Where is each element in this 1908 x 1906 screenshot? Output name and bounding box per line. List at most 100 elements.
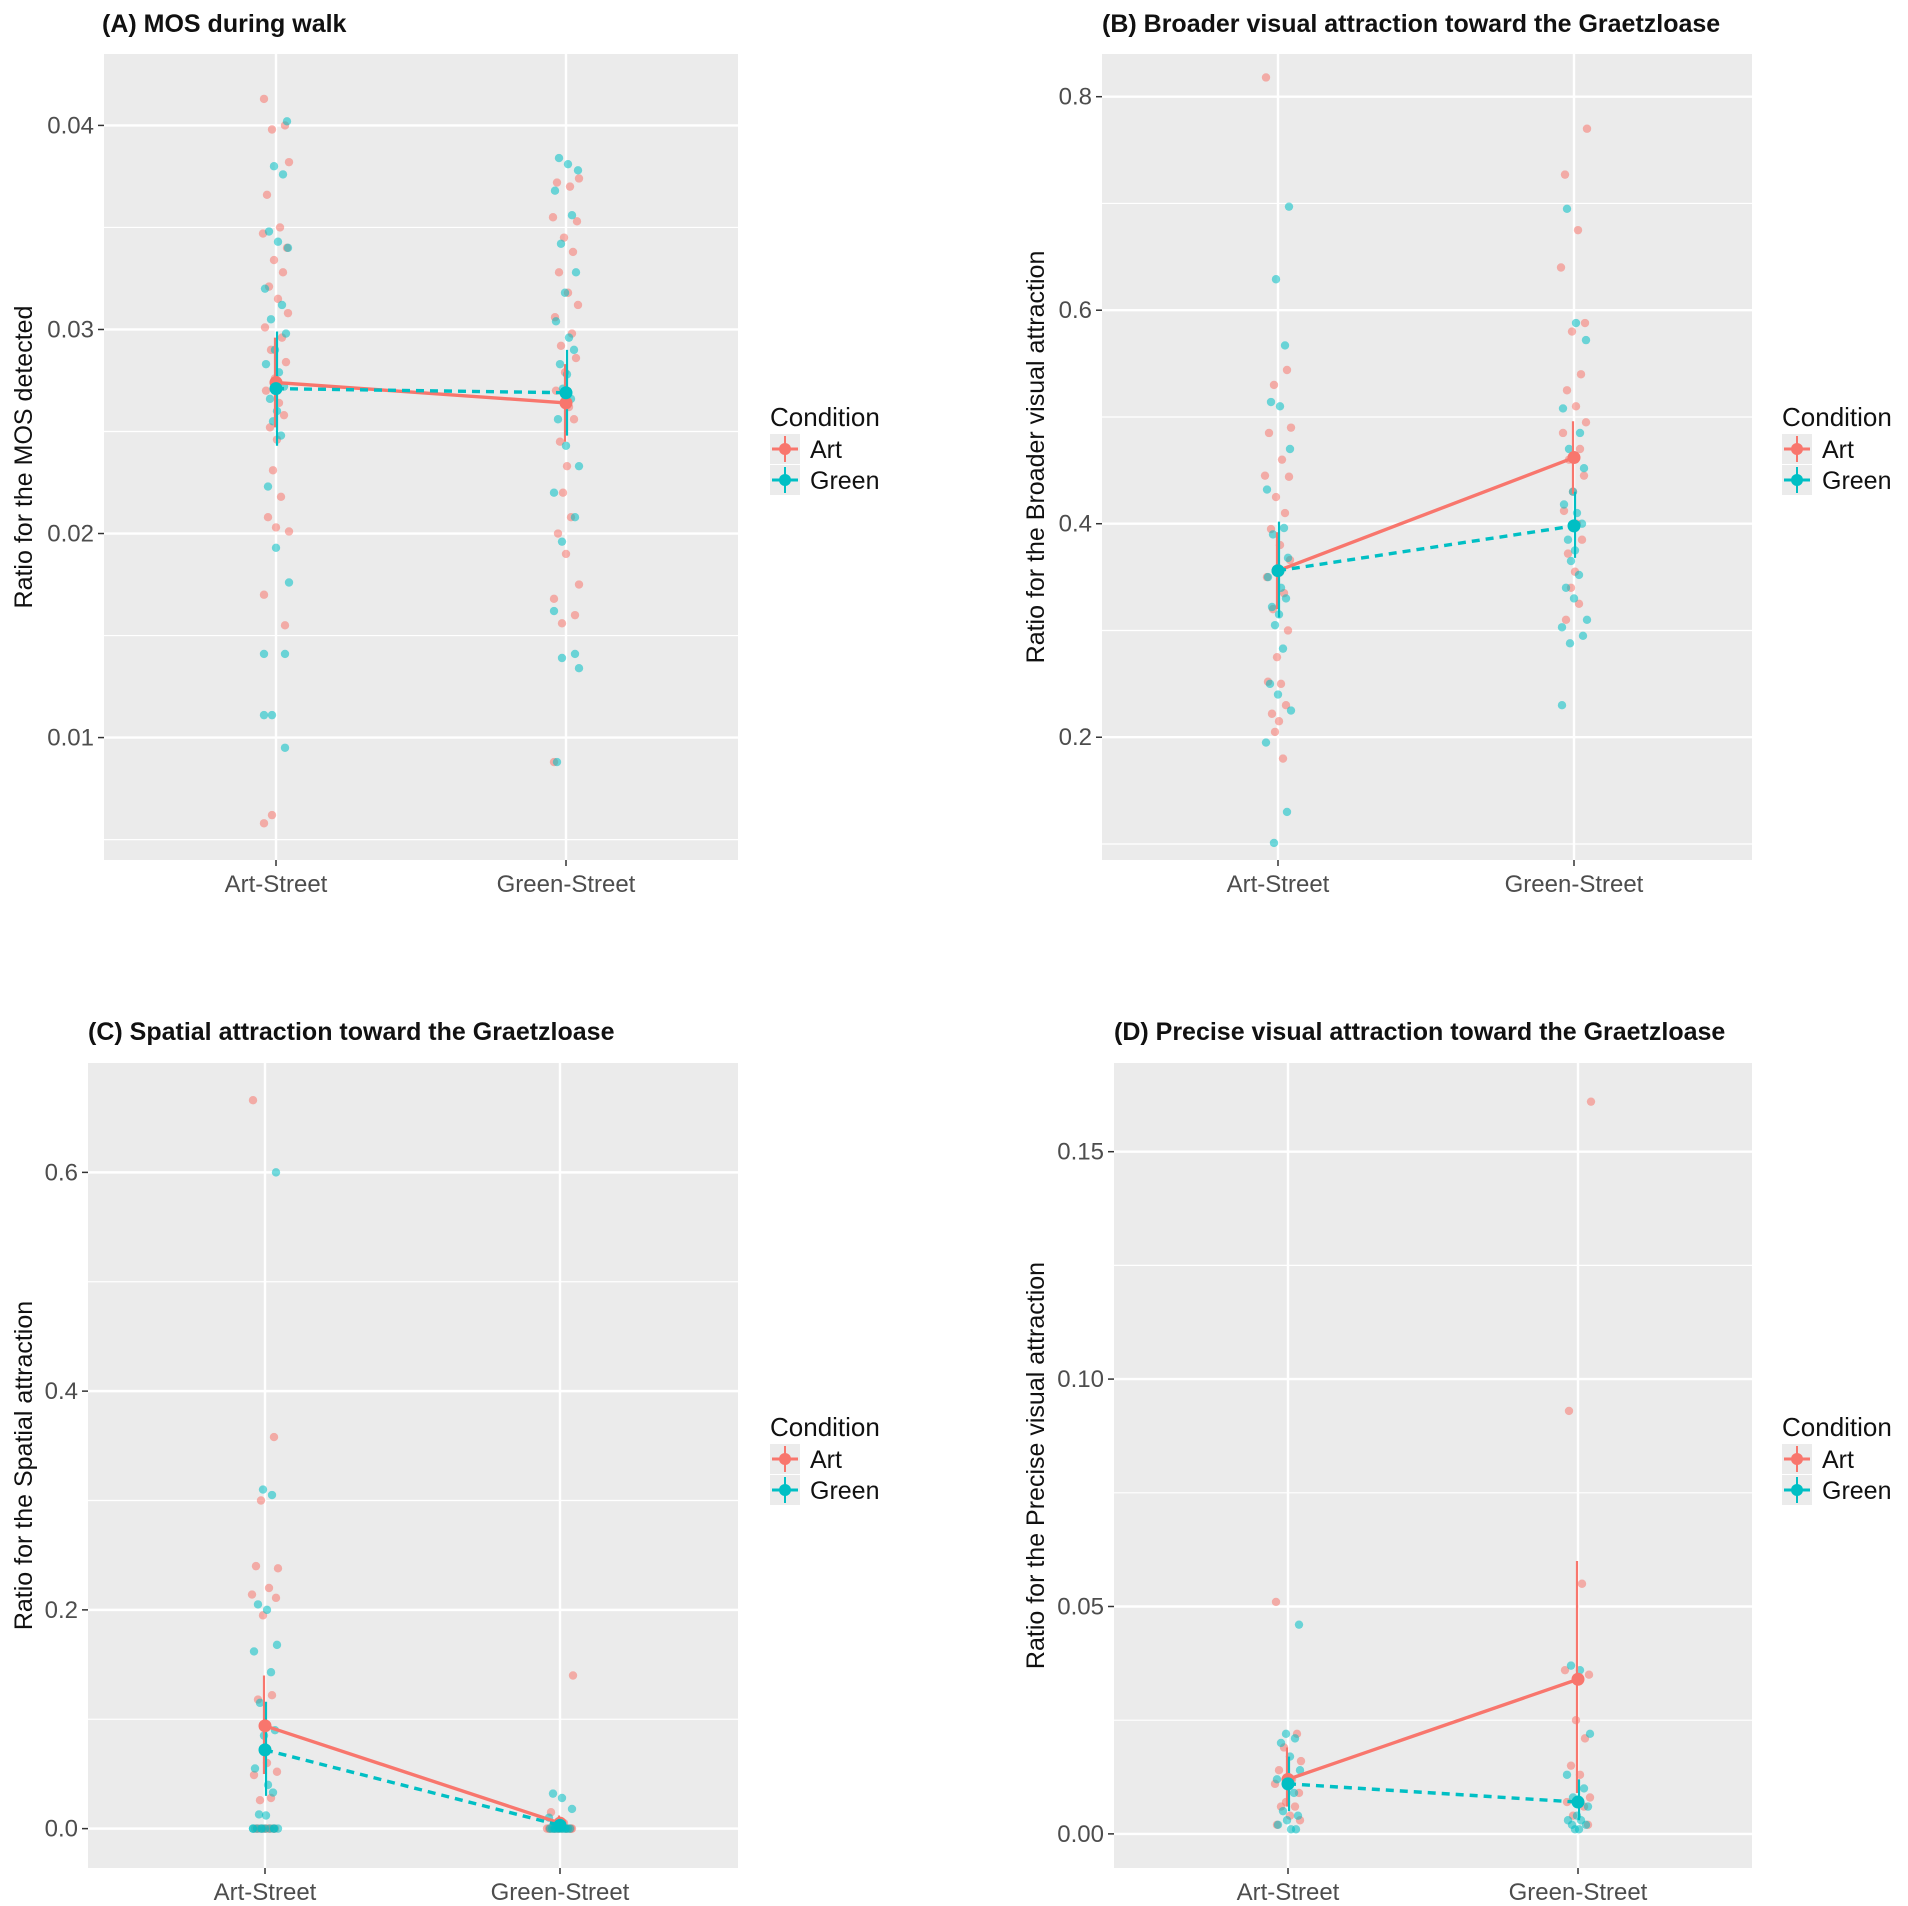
data-point-art [284, 157, 294, 167]
data-point-green [1290, 1734, 1300, 1743]
data-point-green [1282, 807, 1292, 817]
mean-point-green [1281, 1777, 1295, 1791]
mean-point-green [258, 1743, 272, 1757]
data-point-art [267, 810, 277, 820]
y-tick-label: 0.15 [1057, 1139, 1104, 1166]
data-point-art [1277, 455, 1287, 464]
data-point-art [1280, 508, 1290, 518]
y-tick-label: 0.2 [1059, 724, 1092, 751]
data-point-art [1274, 1766, 1284, 1775]
data-point-green [1563, 535, 1573, 544]
data-point-art [248, 1095, 258, 1105]
data-point-green [569, 345, 579, 355]
data-point-art [1579, 471, 1589, 480]
data-point-green [1585, 1729, 1595, 1739]
data-point-green [273, 237, 283, 246]
data-point-green [1272, 1775, 1282, 1784]
data-point-art [283, 308, 293, 318]
y-tick-label: 0.01 [47, 725, 94, 752]
x-tick-label: Green-Street [497, 871, 636, 898]
data-point-green [574, 663, 584, 673]
data-point-green [1582, 615, 1592, 625]
legend-label-green: Green [1822, 467, 1891, 495]
data-point-art [1556, 263, 1566, 272]
data-point-art [1560, 1665, 1570, 1675]
data-point-art [1269, 380, 1279, 390]
data-point-green [1574, 570, 1584, 580]
mean-point-art [1571, 1672, 1585, 1686]
data-point-green [1581, 335, 1591, 345]
legend-title: Condition [1782, 1412, 1892, 1442]
data-point-green [1269, 838, 1279, 848]
data-point-art [1580, 318, 1590, 328]
data-point-art [1574, 599, 1584, 608]
data-point-art [1278, 754, 1288, 763]
data-point-green [552, 757, 562, 767]
x-tick-label: Art-Street [214, 1879, 317, 1906]
data-point-green [1284, 202, 1294, 211]
data-point-art [569, 415, 579, 424]
y-tick-label: 0.0 [45, 1816, 78, 1843]
data-point-green [1557, 623, 1567, 632]
data-point-art [1286, 423, 1296, 432]
data-point-green [553, 415, 563, 424]
mean-line-green [264, 1748, 561, 1827]
y-tick-label: 0.6 [45, 1159, 78, 1186]
data-point-art [267, 1690, 277, 1700]
data-point-green [261, 359, 271, 369]
legend: Condition Art Green [770, 1412, 880, 1505]
data-point-green [278, 170, 288, 179]
data-point-green [266, 1668, 276, 1677]
data-point-art [1561, 615, 1571, 625]
data-point-green [1559, 500, 1569, 509]
data-point-art [264, 1583, 274, 1593]
data-point-art [269, 255, 279, 265]
mean-line-art [264, 1724, 561, 1825]
data-point-art [273, 1564, 283, 1573]
data-point-green [567, 1804, 577, 1814]
data-point-green [1273, 1820, 1283, 1829]
data-point-art [259, 94, 269, 104]
x-tick-label: Green-Street [491, 1879, 630, 1906]
data-point-green [1566, 556, 1576, 566]
data-point-art [1576, 370, 1586, 379]
legend-label-green: Green [810, 467, 879, 495]
data-point-art [256, 1496, 266, 1505]
data-point-green [551, 317, 561, 326]
data-point-green [573, 166, 583, 175]
data-point-art [1585, 1793, 1595, 1802]
chart-title: (D) Precise visual attraction toward the… [1114, 1018, 1725, 1046]
data-point-art [1573, 225, 1583, 235]
data-point-art [557, 619, 567, 628]
data-point-art [1282, 365, 1292, 375]
data-point-art [1267, 709, 1277, 718]
mean-point-green [1571, 1795, 1585, 1809]
data-point-art [247, 1590, 257, 1599]
chart-title: (B) Broader visual attraction toward the… [1102, 10, 1720, 38]
data-point-green [266, 315, 276, 324]
data-point-art [271, 1593, 281, 1603]
legend-key-point [779, 474, 791, 486]
legend: Condition Art Green [770, 402, 880, 495]
data-point-green [1289, 1788, 1299, 1798]
data-point-art [1274, 717, 1284, 726]
data-point-green [1583, 1802, 1593, 1811]
data-point-green [1291, 1825, 1301, 1834]
data-point-green [254, 1810, 264, 1819]
data-point-art [1559, 506, 1569, 516]
data-point-green [561, 441, 571, 450]
data-point-green [563, 159, 573, 169]
y-tick-label: 0.02 [47, 521, 94, 548]
data-point-green [272, 1640, 282, 1650]
legend-key-point [1791, 1453, 1803, 1465]
data-point-green [259, 649, 269, 659]
data-point-art [562, 461, 572, 471]
legend-key-point [779, 443, 791, 455]
data-point-green [564, 333, 574, 342]
legend-label-green: Green [810, 1477, 879, 1505]
legend-label-art: Art [1822, 1446, 1854, 1474]
data-point-green [259, 710, 269, 720]
data-point-green [555, 359, 565, 369]
data-point-green [1557, 701, 1567, 710]
data-point-green [567, 211, 577, 220]
